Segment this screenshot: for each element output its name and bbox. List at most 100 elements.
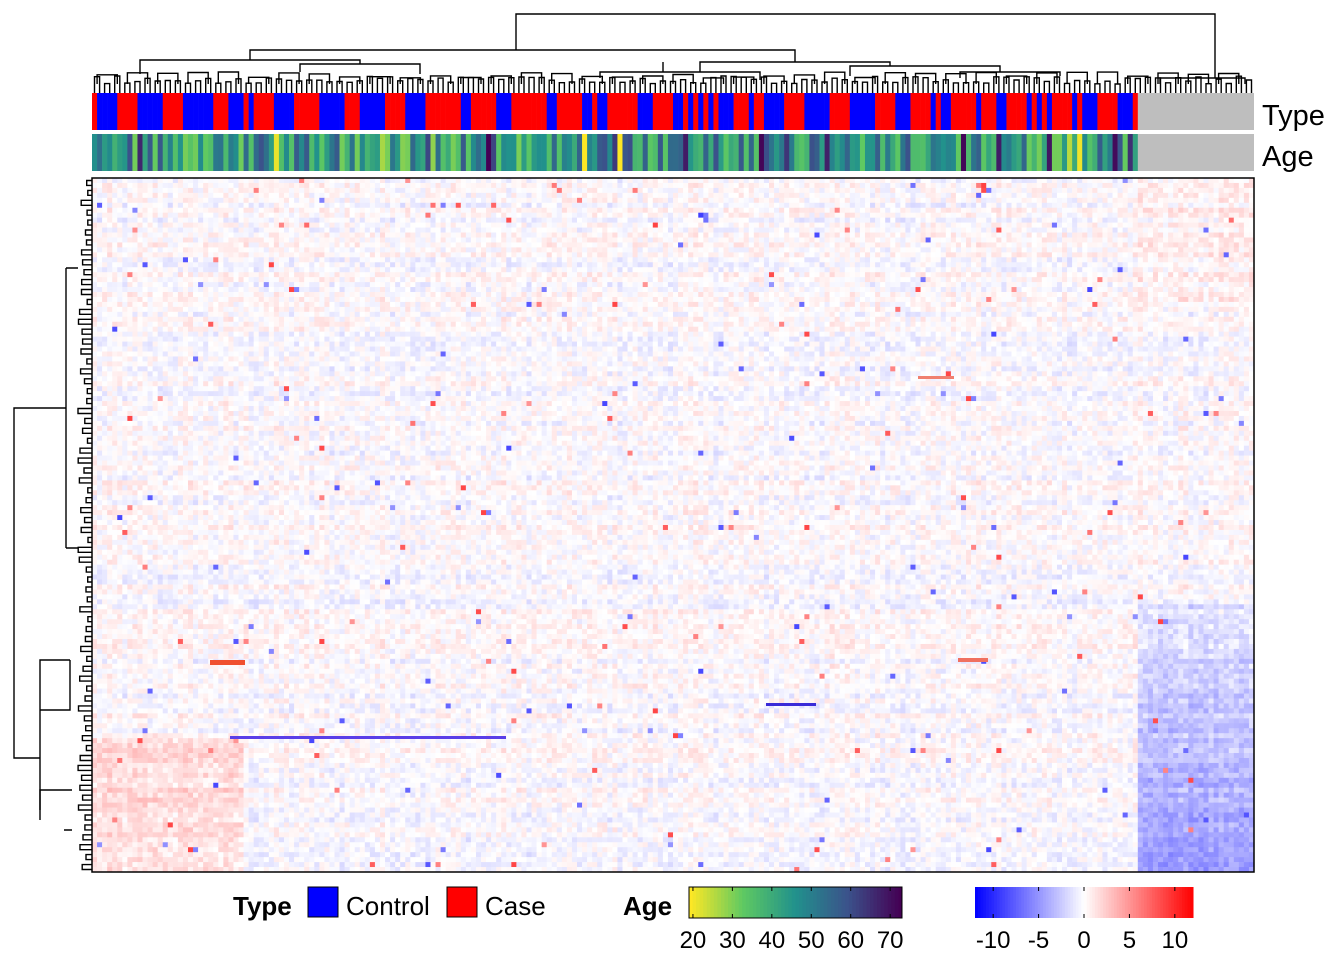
heatmap-cell xyxy=(592,237,598,243)
heatmap-cell xyxy=(1193,247,1199,253)
heatmap-cell xyxy=(465,252,472,258)
heatmap-cell xyxy=(147,252,153,258)
heatmap-cell xyxy=(481,202,487,209)
heatmap-cell xyxy=(521,242,527,248)
heatmap-cell xyxy=(187,212,194,218)
heatmap-cell xyxy=(435,257,441,263)
heatmap-cell xyxy=(1243,252,1250,258)
heatmap-cell xyxy=(359,262,366,268)
heatmap-cell xyxy=(1127,237,1134,243)
heatmap-cell xyxy=(152,212,158,218)
heatmap-cell xyxy=(369,187,376,194)
heatmap-cell xyxy=(885,212,891,218)
heatmap-cell xyxy=(1062,197,1068,204)
heatmap-cell xyxy=(97,242,103,248)
heatmap-cell xyxy=(1228,247,1235,253)
heatmap-cell xyxy=(718,217,724,223)
heatmap-cell xyxy=(203,212,209,218)
heatmap-cell xyxy=(238,207,244,213)
heatmap-cell xyxy=(1158,242,1164,248)
heatmap-cell xyxy=(132,202,138,209)
heatmap-cell xyxy=(713,187,719,194)
heatmap-cell xyxy=(344,202,350,209)
heatmap-cell xyxy=(1102,207,1108,213)
heatmap-cell xyxy=(465,207,472,213)
heatmap-cell xyxy=(122,212,128,218)
age-missing-block xyxy=(1137,134,1254,171)
heatmap-cell xyxy=(455,247,462,253)
heatmap-cell xyxy=(435,252,441,258)
heatmap-cell xyxy=(880,242,886,248)
heatmap-cell xyxy=(1062,242,1068,248)
heatmap-cell xyxy=(1062,217,1068,223)
type-cell xyxy=(369,93,376,130)
heatmap-cell xyxy=(1208,232,1214,238)
heatmap-cell xyxy=(243,262,249,268)
heatmap-cell xyxy=(1168,197,1174,204)
heatmap-cell xyxy=(349,187,356,194)
heatmap-cell xyxy=(1188,197,1194,204)
heatmap-cell xyxy=(1072,187,1078,194)
heatmap-cell xyxy=(157,242,164,248)
heatmap-cell xyxy=(960,237,967,243)
heatmap-cell xyxy=(1198,222,1204,228)
heatmap-cell xyxy=(425,212,431,218)
heatmap-cell xyxy=(379,257,386,263)
heatmap-cell xyxy=(1036,207,1043,213)
heatmap-cell xyxy=(895,197,901,204)
heatmap-cell xyxy=(208,212,214,218)
heatmap-cell xyxy=(218,197,224,204)
heatmap-cell xyxy=(1107,217,1113,223)
heatmap-cell xyxy=(758,267,765,273)
heatmap-cell xyxy=(799,252,805,258)
heatmap-cell xyxy=(102,227,108,233)
heatmap-cell xyxy=(379,247,386,253)
heatmap-cell xyxy=(304,232,310,238)
heatmap-cell xyxy=(1006,267,1012,273)
heatmap-cell xyxy=(713,267,719,273)
heatmap-cell xyxy=(1132,192,1139,199)
heatmap-cell xyxy=(208,187,214,194)
heatmap-cell xyxy=(511,247,517,253)
heatmap-cell xyxy=(996,247,1002,253)
heatmap-cell xyxy=(1203,182,1209,189)
heatmap-cell xyxy=(203,262,209,268)
heatmap-cell xyxy=(127,207,133,213)
heatmap-cell xyxy=(794,227,800,233)
heatmap-cell xyxy=(774,187,780,194)
heatmap-cell xyxy=(1248,217,1255,223)
heatmap-cell xyxy=(1062,222,1068,228)
heatmap-cell xyxy=(1011,237,1017,243)
heatmap-cell xyxy=(708,222,714,228)
heatmap-cell xyxy=(804,178,810,184)
dendrogram-branch xyxy=(126,72,149,84)
heatmap-cell xyxy=(1006,247,1012,253)
heatmap-cell xyxy=(794,222,800,228)
heatmap-cell xyxy=(1062,178,1068,184)
heatmap-cell xyxy=(324,237,330,243)
dendrogram-branch xyxy=(86,298,92,306)
heatmap-cell xyxy=(1097,217,1103,223)
heatmap-cell xyxy=(1041,207,1048,213)
heatmap-cell xyxy=(925,252,931,258)
heatmap-cell xyxy=(1062,182,1068,189)
heatmap-cell xyxy=(561,202,568,209)
heatmap-cell xyxy=(814,207,820,213)
heatmap-cell xyxy=(779,262,785,268)
heatmap-cell xyxy=(203,237,209,243)
heatmap-cell xyxy=(475,178,482,184)
heatmap-cell xyxy=(1223,247,1230,253)
heatmap-cell xyxy=(268,212,275,218)
heatmap-cell xyxy=(945,182,952,189)
heatmap-cell xyxy=(1132,178,1139,184)
heatmap-cell xyxy=(1102,242,1108,248)
dendrogram-branch xyxy=(85,725,92,732)
dendrogram-branch xyxy=(86,358,92,365)
heatmap-cell xyxy=(218,178,224,184)
heatmap-cell xyxy=(521,262,527,268)
heatmap-cell xyxy=(263,227,270,233)
heatmap-cell xyxy=(723,247,729,253)
heatmap-cell xyxy=(177,197,184,204)
heatmap-cell xyxy=(162,237,169,243)
heatmap-cell xyxy=(986,192,992,199)
